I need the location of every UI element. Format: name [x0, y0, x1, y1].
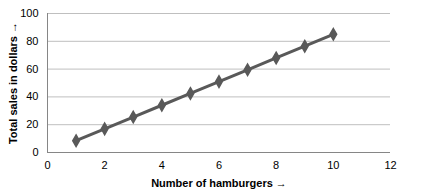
svg-text:2: 2	[102, 159, 108, 171]
svg-text:60: 60	[26, 63, 38, 75]
svg-text:0: 0	[32, 146, 38, 158]
svg-text:0: 0	[44, 159, 50, 171]
svg-text:8: 8	[273, 159, 279, 171]
svg-text:Number of hamburgers →: Number of hamburgers →	[151, 177, 287, 189]
svg-text:10: 10	[327, 159, 339, 171]
svg-text:12: 12	[384, 159, 396, 171]
svg-text:40: 40	[26, 90, 38, 102]
svg-text:4: 4	[159, 159, 165, 171]
svg-text:100: 100	[20, 7, 38, 19]
svg-text:80: 80	[26, 35, 38, 47]
svg-text:Total sales in dollars →: Total sales in dollars →	[7, 22, 19, 144]
svg-text:20: 20	[26, 118, 38, 130]
svg-text:6: 6	[216, 159, 222, 171]
